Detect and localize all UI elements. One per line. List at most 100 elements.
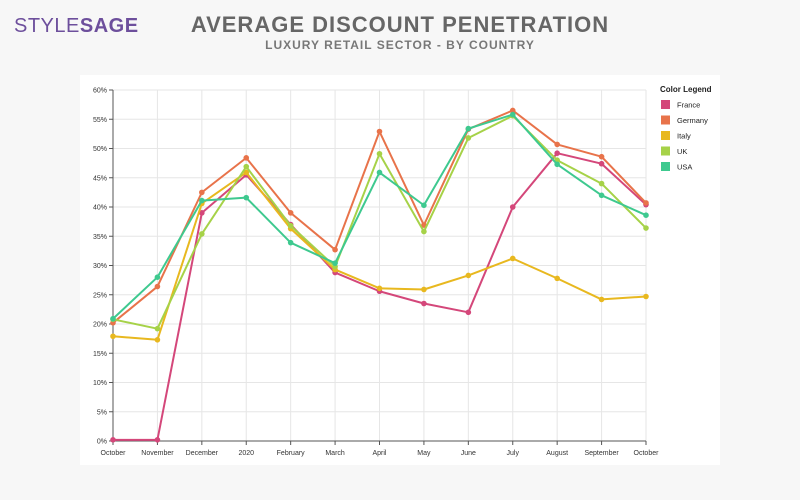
- x-axis-ticks: October November December 2020 February March…: [101, 441, 660, 457]
- legend-label-usa: USA: [677, 163, 692, 172]
- legend-label-uk: UK: [677, 147, 687, 156]
- y-tick-label: 35%: [93, 234, 107, 241]
- data-point-usa[interactable]: [154, 274, 161, 281]
- data-point-usa[interactable]: [465, 125, 472, 132]
- legend-label-france: France: [677, 101, 700, 110]
- data-point-uk[interactable]: [376, 150, 383, 157]
- data-point-italy[interactable]: [110, 333, 116, 340]
- brand-logo-part1: STYLE: [14, 15, 80, 37]
- data-point-germany[interactable]: [243, 155, 250, 161]
- data-point-france[interactable]: [465, 309, 472, 316]
- data-point-germany[interactable]: [332, 246, 338, 253]
- y-tick-label: 45%: [93, 175, 107, 182]
- y-tick-label: 10%: [93, 380, 107, 387]
- data-point-germany[interactable]: [643, 200, 649, 206]
- data-point-italy[interactable]: [243, 169, 250, 176]
- data-point-italy[interactable]: [465, 272, 472, 279]
- data-point-uk[interactable]: [199, 231, 205, 237]
- data-point-usa[interactable]: [598, 192, 605, 199]
- data-point-italy[interactable]: [509, 255, 516, 262]
- data-point-france[interactable]: [154, 437, 161, 443]
- data-point-uk[interactable]: [154, 325, 161, 332]
- chart-panel: [80, 75, 720, 465]
- x-tick-label: July: [507, 450, 520, 457]
- data-point-france[interactable]: [199, 210, 205, 216]
- series-group: [110, 107, 649, 443]
- data-point-germany[interactable]: [509, 107, 516, 114]
- data-point-italy[interactable]: [598, 296, 605, 303]
- data-point-france[interactable]: [110, 437, 116, 443]
- y-tick-label: 15%: [93, 351, 107, 358]
- x-tick-label: November: [141, 450, 174, 457]
- data-point-uk[interactable]: [243, 163, 250, 170]
- y-tick-label: 5%: [97, 409, 107, 416]
- data-point-usa[interactable]: [332, 260, 338, 266]
- x-tick-label: March: [325, 450, 345, 457]
- chart-subtitle: LUXURY RETAIL SECTOR - BY COUNTRY: [265, 38, 535, 52]
- brand-logo: STYLESAGE: [14, 16, 139, 36]
- data-point-italy[interactable]: [643, 293, 649, 300]
- y-tick-label: 30%: [93, 263, 107, 270]
- data-point-usa[interactable]: [421, 202, 427, 209]
- data-point-usa[interactable]: [199, 197, 205, 204]
- legend-swatch-usa: [661, 162, 670, 171]
- x-tick-label: December: [186, 450, 219, 457]
- series-italy: [110, 169, 649, 343]
- chart-title: AVERAGE DISCOUNT PENETRATION: [190, 12, 610, 37]
- y-tick-label: 20%: [93, 322, 107, 329]
- x-tick-label: September: [584, 450, 619, 457]
- data-point-italy[interactable]: [421, 286, 427, 293]
- legend-label-italy: Italy: [677, 132, 691, 141]
- data-point-uk[interactable]: [421, 228, 427, 235]
- x-tick-label: August: [546, 450, 568, 457]
- data-point-usa[interactable]: [554, 161, 560, 168]
- legend: Color Legend France Germany Italy UK USA: [660, 85, 712, 172]
- series-uk: [110, 112, 649, 332]
- x-tick-label: October: [101, 450, 127, 457]
- legend-title: Color Legend: [660, 85, 712, 94]
- data-point-usa[interactable]: [243, 194, 250, 201]
- y-tick-label: 25%: [93, 292, 107, 299]
- legend-swatch-germany: [661, 115, 670, 125]
- data-point-usa[interactable]: [509, 111, 516, 118]
- data-point-italy[interactable]: [554, 275, 560, 282]
- data-point-uk[interactable]: [287, 222, 294, 229]
- x-tick-label: April: [372, 450, 386, 457]
- data-point-germany[interactable]: [287, 210, 294, 216]
- data-point-usa[interactable]: [643, 212, 649, 218]
- y-tick-label: 50%: [93, 146, 107, 153]
- x-tick-label: February: [277, 450, 306, 457]
- data-point-italy[interactable]: [154, 336, 161, 343]
- data-point-uk[interactable]: [465, 135, 472, 141]
- y-tick-label: 60%: [93, 88, 107, 95]
- data-point-france[interactable]: [598, 160, 605, 167]
- x-tick-label: 2020: [238, 450, 254, 457]
- data-point-uk[interactable]: [598, 180, 605, 187]
- y-tick-label: 40%: [93, 205, 107, 212]
- legend-label-germany: Germany: [677, 116, 708, 125]
- data-point-usa[interactable]: [376, 169, 383, 176]
- data-point-germany[interactable]: [554, 141, 560, 148]
- legend-swatch-france: [661, 100, 670, 109]
- data-point-france[interactable]: [421, 300, 427, 307]
- legend-swatch-italy: [661, 131, 670, 140]
- data-point-france[interactable]: [509, 204, 516, 210]
- y-tick-label: 55%: [93, 117, 107, 124]
- x-tick-label: June: [461, 450, 476, 457]
- data-point-italy[interactable]: [376, 285, 383, 292]
- data-point-usa[interactable]: [110, 315, 116, 322]
- data-point-germany[interactable]: [199, 189, 205, 196]
- x-tick-label: October: [634, 450, 660, 457]
- y-tick-label: 0%: [97, 439, 107, 446]
- data-point-uk[interactable]: [643, 225, 649, 231]
- y-axis-ticks: 0% 5% 10% 15% 20% 25% 30% 35% 40% 45% 50% 55% 60%: [93, 88, 113, 446]
- x-tick-label: May: [417, 450, 431, 457]
- brand-logo-part2: SAGE: [79, 15, 139, 37]
- data-point-usa[interactable]: [287, 239, 294, 246]
- legend-swatch-uk: [661, 146, 670, 156]
- data-point-germany[interactable]: [598, 153, 605, 160]
- data-point-france[interactable]: [554, 150, 560, 156]
- data-point-germany[interactable]: [154, 283, 161, 290]
- data-point-germany[interactable]: [376, 128, 383, 135]
